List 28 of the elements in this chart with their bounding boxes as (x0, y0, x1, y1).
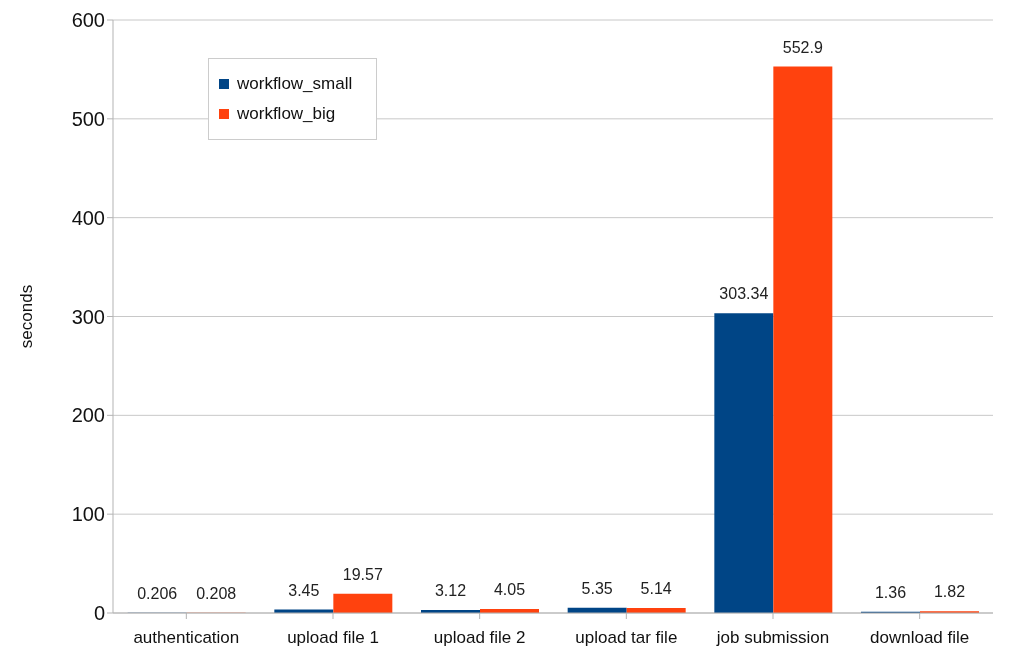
y-axis-title: seconds (17, 284, 37, 349)
data-label: 5.35 (581, 579, 613, 597)
x-tick-label: job submission (715, 628, 830, 648)
data-label: 5.14 (640, 579, 672, 597)
data-label: 19.57 (342, 565, 383, 583)
x-tick-label: authentication (133, 628, 240, 648)
y-tick-label: 300 (71, 305, 105, 328)
legend-label: workflow_big (237, 103, 336, 125)
y-tick-label: 400 (71, 206, 105, 229)
y-tick-label: 200 (71, 404, 105, 427)
x-tick-label: upload file 1 (287, 628, 379, 648)
x-tick-label: upload file 2 (433, 628, 526, 648)
data-label: 3.12 (434, 581, 467, 599)
data-label: 0.208 (196, 584, 237, 602)
x-tick-label: download file (870, 628, 970, 648)
data-label: 303.34 (719, 285, 769, 303)
y-tick-label: 100 (71, 503, 105, 526)
x-tick-label: upload tar file (575, 628, 678, 648)
data-label: 1.82 (933, 583, 966, 601)
data-label: 552.9 (782, 38, 823, 56)
y-tick-label: 0 (93, 602, 105, 625)
y-tick-label: 600 (71, 9, 105, 32)
data-label: 0.206 (137, 584, 178, 602)
data-label: 3.45 (288, 581, 320, 599)
legend-label: workflow_small (237, 73, 353, 95)
data-label: 1.36 (874, 583, 907, 601)
data-label: 4.05 (493, 581, 526, 598)
y-tick-label: 500 (71, 107, 105, 130)
